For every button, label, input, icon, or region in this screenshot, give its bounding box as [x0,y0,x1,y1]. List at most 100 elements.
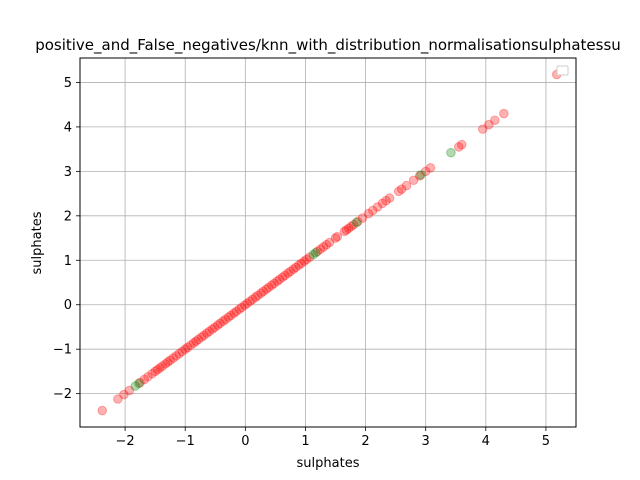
scatter-point [294,260,304,270]
scatter-point [188,338,199,348]
scatter-point [119,389,129,400]
scatter-point [256,288,266,298]
scatter-point [124,385,135,396]
data-points [97,69,562,416]
x-tick-label: 4 [482,434,490,449]
scatter-point [135,377,145,388]
scatter-point [396,184,407,194]
scatter-point [301,254,312,265]
scatter-point [363,208,374,219]
scatter-point [478,124,488,134]
scatter-point [446,147,456,158]
y-tick-label: −2 [53,387,72,402]
scatter-point [346,221,356,232]
scatter-point [165,355,175,366]
scatter-point [191,336,201,346]
scatter-point [245,296,255,306]
scatter-point [231,306,242,317]
scatter-point [367,205,378,216]
scatter-point [193,334,204,345]
scatter-point [416,170,426,180]
scatter-point [204,326,215,337]
scatter-point [229,308,239,318]
scatter-point [168,353,178,363]
scatter-point [139,374,150,385]
scatter-point [226,310,236,321]
legend-box [556,65,569,76]
scatter-point [143,371,153,382]
scatter-point [130,381,141,391]
scatter-point [220,314,231,325]
scatter-point [247,294,258,305]
scatter-point [339,226,350,237]
chart-title: positive_and_False_negatives/knn_with_di… [35,36,621,55]
scatter-point [283,268,293,278]
scatter-point [209,322,220,333]
scatter-point [308,249,319,260]
scatter-point [381,195,391,206]
scatter-point [171,351,181,361]
scatter-point [456,139,467,150]
scatter-point [312,246,323,257]
scatter-point [258,286,269,297]
scatter-point [274,274,285,285]
scatter-point [177,346,188,357]
scatter-point [261,284,272,294]
scatter-point [157,361,168,371]
scatter-point [97,405,108,416]
y-tick-label: 4 [64,120,72,135]
scatter-point [223,312,234,322]
x-tick-label: 1 [301,434,309,449]
scatter-point [291,262,301,273]
scatter-point [182,342,193,353]
scatter-point [269,278,279,289]
scatter-point [234,304,245,314]
y-axis-ticks: −2 −1 0 1 2 3 4 5 [53,76,80,402]
scatter-point [414,171,425,181]
scatter-point [242,298,252,309]
scatter-point [288,264,299,274]
y-tick-label: −1 [53,343,72,358]
x-axis-label: sulphates [297,456,360,471]
scatter-point [280,270,290,281]
scatter-point [352,216,363,227]
x-tick-label: −1 [176,434,195,449]
y-tick-label: 1 [64,254,72,269]
scatter-point [212,320,223,330]
y-axis-label: sulphates [30,211,45,274]
y-tick-label: 2 [64,209,72,224]
x-tick-label: 0 [241,434,249,449]
scatter-point [263,282,274,293]
scatter-point [341,225,352,235]
plot-frame [79,57,577,428]
scatter-point [162,357,173,367]
scatter-point [324,237,335,248]
scatter-point [357,213,368,223]
scatter-point [185,340,196,350]
scatter-point [499,108,509,119]
scatter-point [196,332,207,342]
scatter-point [343,223,354,234]
scatter-point [180,344,191,354]
scatter-point [372,202,383,212]
scatter-point [199,330,209,341]
scatter-point [207,324,218,334]
scatter-point [318,242,329,252]
scatter-point [277,272,288,282]
scatter-point [408,175,419,186]
scatter-point [330,233,341,243]
scatter-point [202,328,212,338]
scatter-point [332,231,343,242]
x-tick-label: 2 [361,434,369,449]
y-tick-label: 3 [64,165,72,180]
scatter-point [272,276,282,286]
scatter-point [152,364,163,375]
x-tick-label: −2 [116,434,135,449]
y-tick-label: 0 [64,298,72,313]
scatter-point [215,318,225,329]
scatter-point [384,193,395,203]
scatter-point [147,368,157,379]
scatter-point [484,119,494,130]
